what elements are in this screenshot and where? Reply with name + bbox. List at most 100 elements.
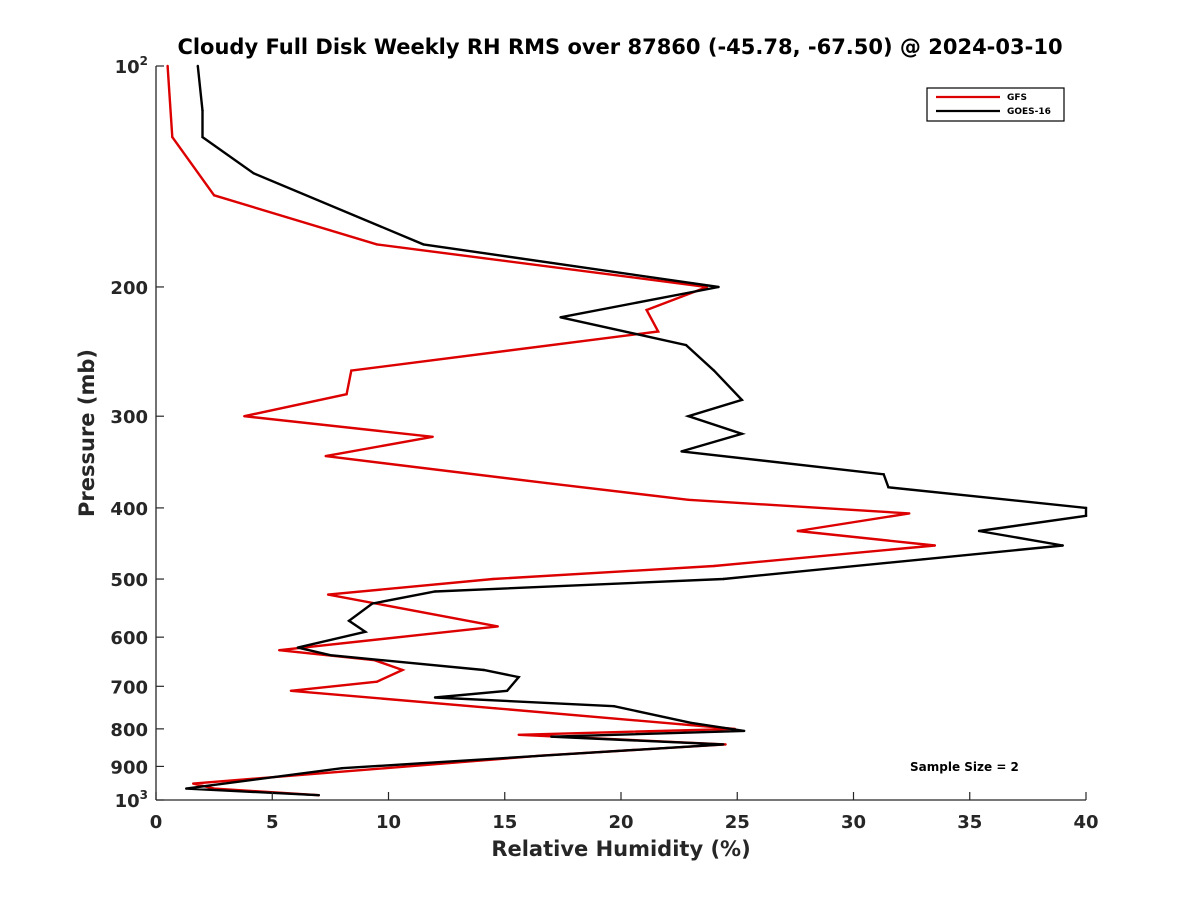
data-point-goes16-20 <box>722 577 725 581</box>
y-tick-label-200: 200 <box>110 278 148 299</box>
data-point-goes16-16 <box>1084 514 1088 517</box>
data-point-goes16-37 <box>185 787 188 790</box>
data-point-goes16-33 <box>743 729 746 733</box>
data-point-gfs-6 <box>657 330 660 333</box>
legend-label-gfs: GFS <box>1007 93 1027 103</box>
data-point-goes16-9 <box>740 398 744 402</box>
data-point-gfs-8 <box>345 393 348 396</box>
data-point-gfs-10 <box>431 435 434 438</box>
data-point-goes16-4 <box>422 243 425 246</box>
x-tick-label-0: 0 <box>150 812 163 833</box>
y-tick-label-100: 102 <box>115 54 148 78</box>
data-point-gfs-5 <box>645 308 648 312</box>
data-point-goes16-5 <box>717 285 720 289</box>
data-point-gfs-13 <box>687 498 690 501</box>
data-point-gfs-26 <box>494 707 497 710</box>
data-point-goes16-10 <box>687 415 690 418</box>
series-layer <box>166 64 1088 797</box>
sample-size-annotation: Sample Size = 2 <box>910 760 1019 774</box>
data-point-gfs-14 <box>908 512 911 515</box>
data-point-goes16-6 <box>559 316 562 319</box>
data-point-gfs-20 <box>496 625 499 628</box>
data-point-goes16-13 <box>882 473 885 476</box>
data-point-gfs-25 <box>289 689 293 692</box>
data-point-gfs-15 <box>796 529 799 533</box>
data-point-goes16-21 <box>433 590 437 593</box>
data-point-gfs-21 <box>278 649 281 652</box>
x-tick-label-40: 40 <box>1073 812 1098 833</box>
data-point-goes16-14 <box>887 486 890 489</box>
x-axis-ticks: 0 5 10 15 20 25 30 35 40 <box>150 792 1099 833</box>
data-point-goes16-2 <box>201 135 204 139</box>
data-point-goes16-22 <box>371 602 374 605</box>
data-point-gfs-1 <box>171 135 174 139</box>
data-point-goes16-12 <box>680 450 683 453</box>
x-axis-label: Relative Humidity (%) <box>491 837 750 861</box>
data-point-goes16-11 <box>740 432 744 435</box>
x-tick-label-20: 20 <box>608 812 633 833</box>
data-point-goes16-15 <box>1084 506 1088 510</box>
y-tick-label-600: 600 <box>110 628 148 649</box>
data-point-goes16-36 <box>340 767 344 770</box>
series-goes16 <box>185 64 1088 797</box>
y-axis-label: Pressure (mb) <box>75 349 99 517</box>
data-point-gfs-2 <box>212 194 216 197</box>
data-point-goes16-26 <box>329 654 332 657</box>
x-tick-label-25: 25 <box>725 812 750 833</box>
y-tick-label-900: 900 <box>110 757 148 778</box>
data-point-gfs-28 <box>517 733 520 736</box>
data-point-goes16-24 <box>364 630 367 633</box>
data-point-goes16-7 <box>684 343 688 347</box>
x-tick-label-30: 30 <box>841 812 866 833</box>
data-point-goes16-27 <box>482 668 485 672</box>
data-point-goes16-3 <box>252 172 255 175</box>
x-tick-label-5: 5 <box>266 812 279 833</box>
x-tick-label-10: 10 <box>376 812 401 833</box>
data-point-gfs-12 <box>545 481 548 485</box>
y-tick-label-300: 300 <box>110 407 148 428</box>
data-point-gfs-0 <box>166 64 169 68</box>
data-point-goes16-29 <box>505 689 509 692</box>
data-point-goes16-8 <box>712 369 716 372</box>
data-point-goes16-1 <box>201 109 204 112</box>
data-point-gfs-7 <box>350 369 353 372</box>
y-axis-ticks: 102 200 300 400 500 600 700 800 900 103 <box>110 54 164 812</box>
data-point-goes16-38 <box>317 794 320 797</box>
data-point-gfs-18 <box>491 577 495 581</box>
data-point-goes16-18 <box>1061 544 1065 547</box>
data-point-goes16-23 <box>347 619 351 622</box>
data-point-goes16-0 <box>196 64 199 68</box>
x-tick-label-35: 35 <box>957 812 982 833</box>
x-tick-label-15: 15 <box>492 812 517 833</box>
series-line-gfs <box>166 65 936 797</box>
data-point-gfs-31 <box>192 782 195 785</box>
data-point-goes16-34 <box>550 735 553 738</box>
data-point-goes16-17 <box>977 529 981 533</box>
data-point-goes16-32 <box>689 721 692 724</box>
chart-title: Cloudy Full Disk Weekly RH RMS over 8786… <box>177 35 1062 59</box>
legend-box <box>926 87 1065 122</box>
data-point-goes16-28 <box>517 675 520 679</box>
data-point-goes16-31 <box>612 705 616 708</box>
data-point-gfs-17 <box>712 564 716 568</box>
data-point-gfs-16 <box>933 544 937 547</box>
data-point-gfs-19 <box>326 593 330 596</box>
legend-label-goes16: GOES-16 <box>1007 107 1051 117</box>
y-tick-label-500: 500 <box>110 570 148 591</box>
data-point-gfs-23 <box>401 668 404 672</box>
data-point-gfs-24 <box>375 680 379 683</box>
y-tick-label-400: 400 <box>110 499 148 520</box>
data-point-gfs-11 <box>324 454 327 458</box>
data-point-gfs-9 <box>243 415 246 418</box>
data-point-gfs-3 <box>375 243 379 246</box>
y-tick-label-700: 700 <box>110 677 148 698</box>
data-point-goes16-25 <box>296 646 299 649</box>
data-point-gfs-29 <box>724 743 727 746</box>
y-tick-label-800: 800 <box>110 720 148 741</box>
data-point-goes16-19 <box>922 558 925 561</box>
data-point-goes16-30 <box>433 696 437 699</box>
legend: GFS GOES-16 <box>926 87 1065 122</box>
data-point-goes16-35 <box>722 743 725 746</box>
